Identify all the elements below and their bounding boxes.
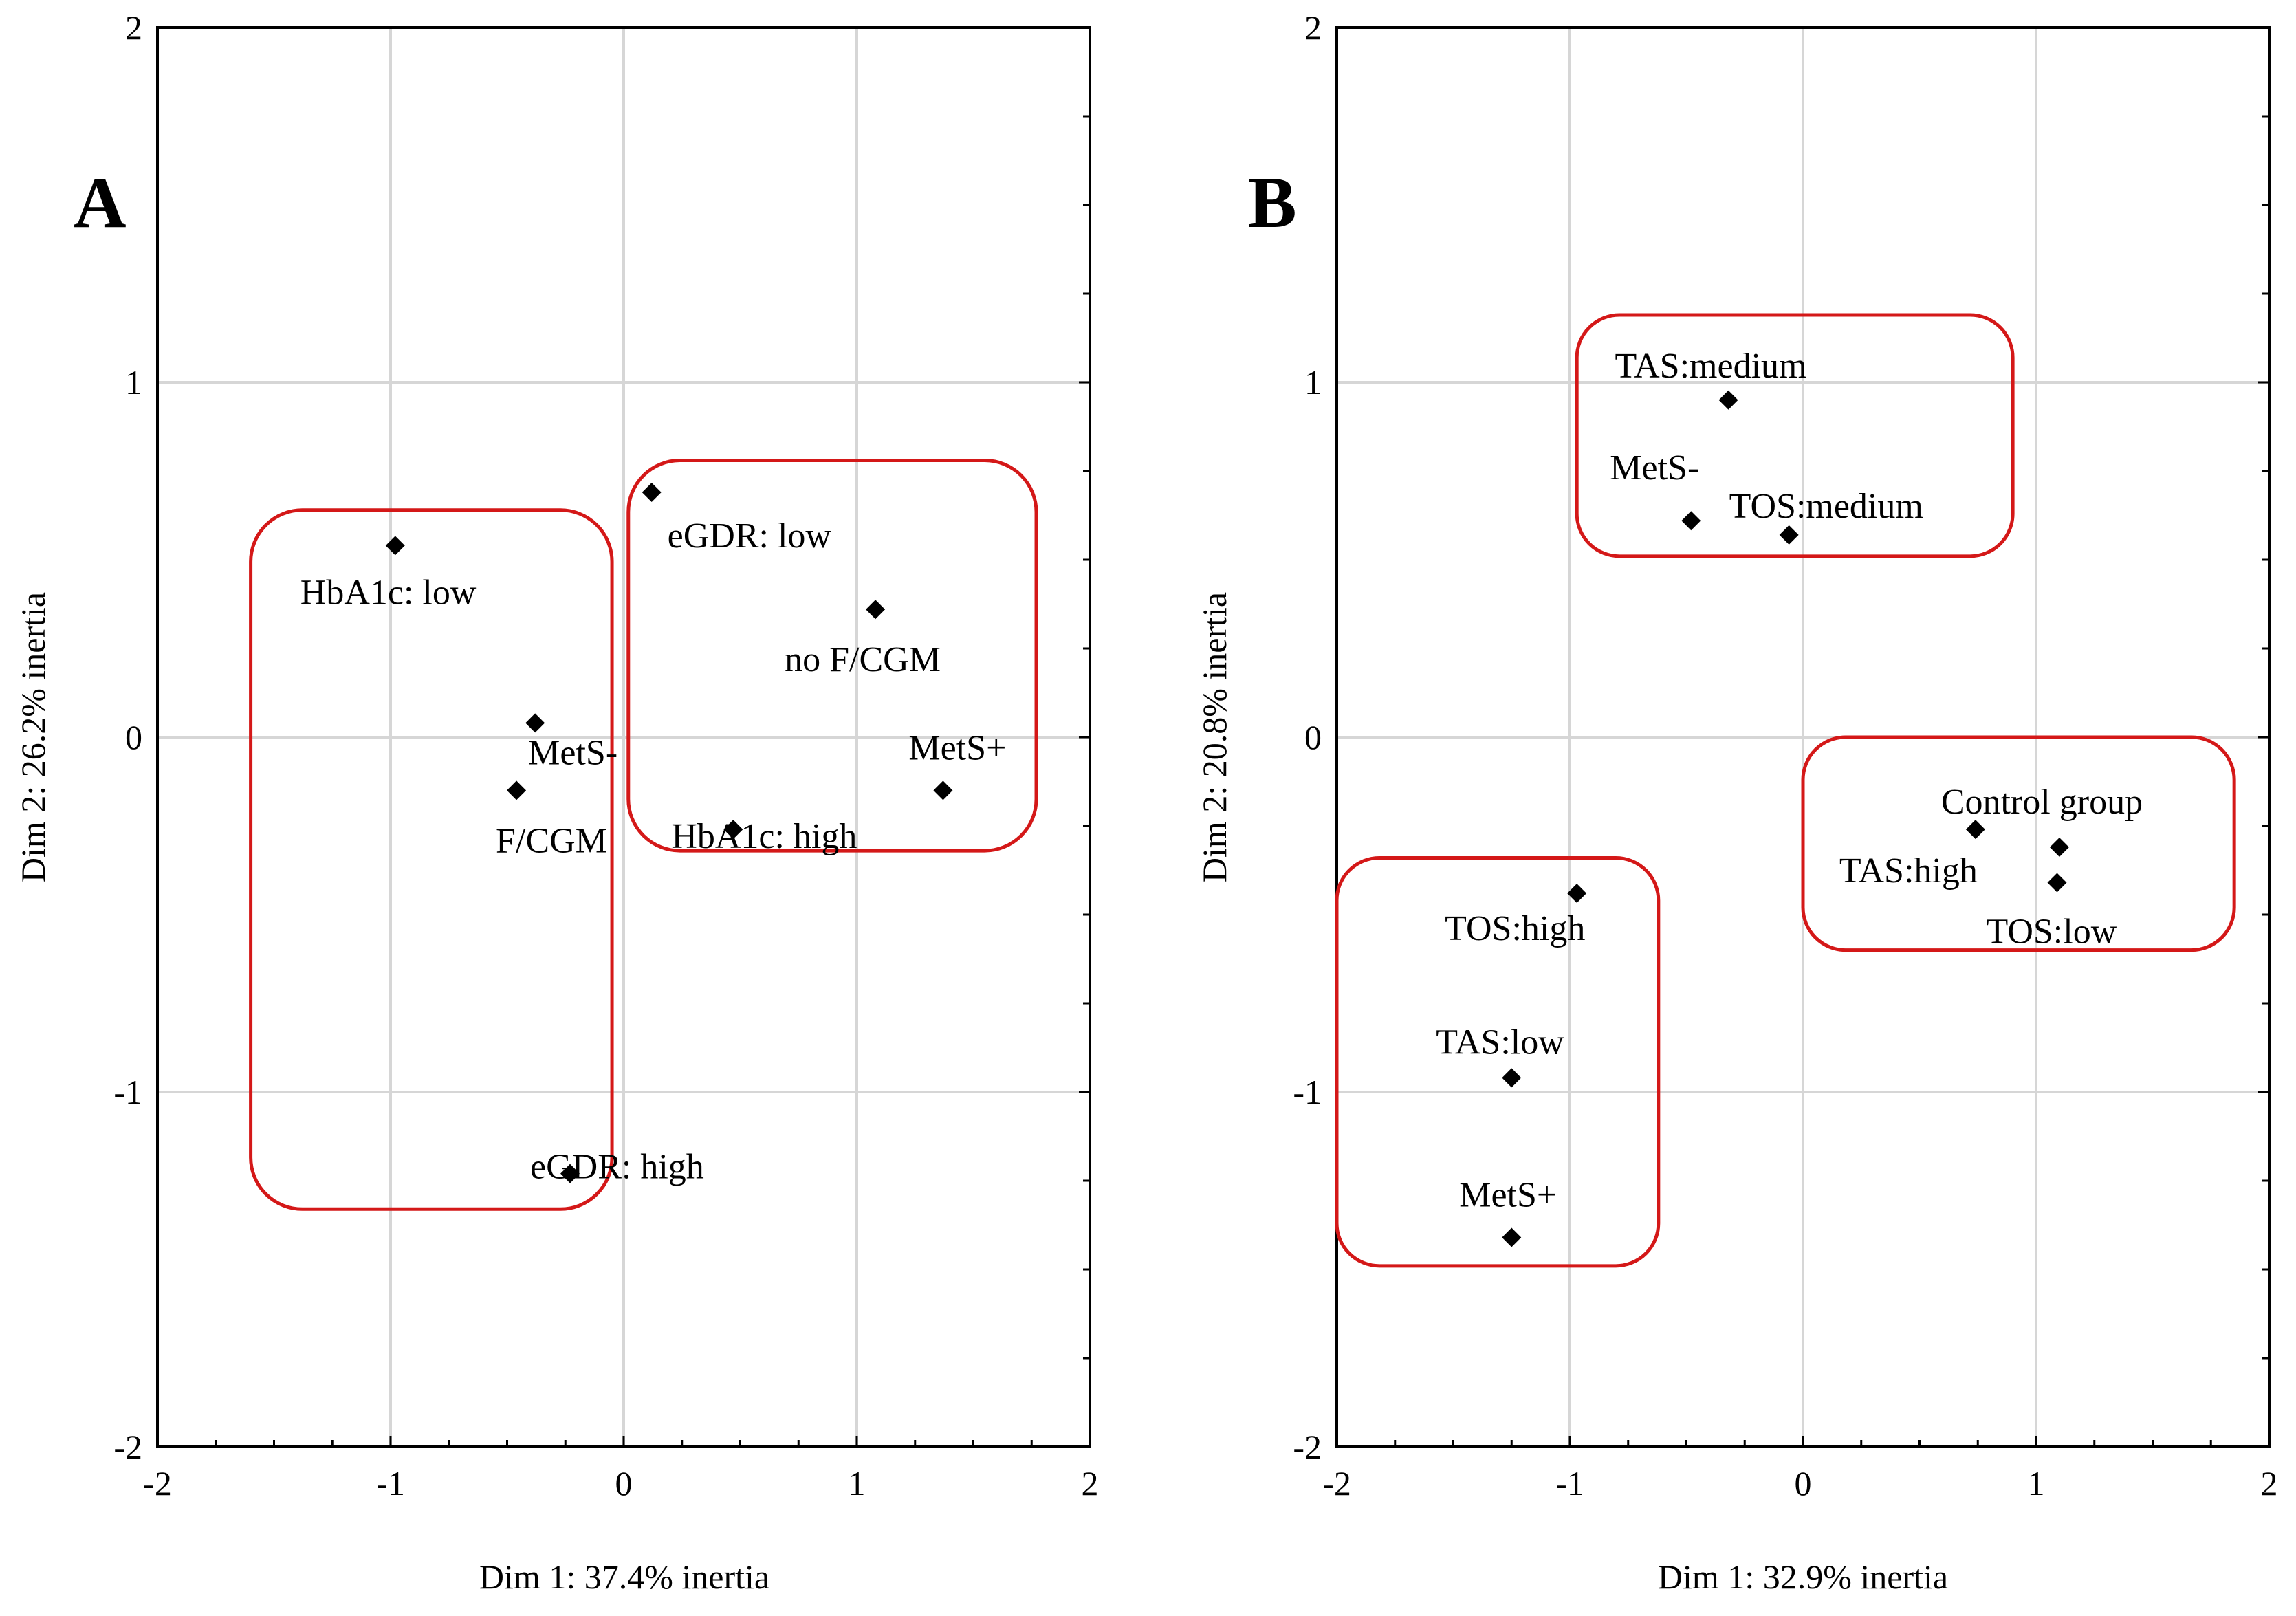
cluster-box [249, 508, 614, 1211]
y-tick-label: 1 [1304, 363, 1322, 402]
data-point-marker [1965, 820, 1985, 840]
data-point-marker [1567, 884, 1587, 904]
data-point-label: HbA1c: high [671, 817, 857, 856]
x-tick-label: 0 [615, 1464, 633, 1503]
data-point-label: MetS- [1610, 448, 1699, 488]
x-tick-label: 1 [849, 1464, 866, 1503]
data-point-label: MetS+ [1459, 1176, 1557, 1215]
data-point-label: F/CGM [496, 821, 607, 860]
y-tick-label: -1 [1293, 1073, 1322, 1111]
data-point-label: MetS+ [908, 728, 1006, 767]
data-point-marker [1779, 525, 1799, 545]
data-point-marker [1718, 390, 1738, 410]
x-axis-title: Dim 1: 37.4% inertia [479, 1558, 769, 1596]
x-tick-label: -1 [376, 1464, 405, 1503]
data-point-label: TOS:medium [1729, 487, 1923, 526]
x-tick-label: -1 [1555, 1464, 1584, 1503]
x-tick-label: 2 [2261, 1464, 2278, 1503]
cluster-box [1801, 735, 2236, 952]
data-point-label: eGDR: low [668, 516, 832, 556]
data-point-marker [1502, 1068, 1522, 1088]
data-point-marker [1681, 511, 1701, 531]
cluster-box [1335, 855, 1661, 1268]
y-tick-label: -1 [113, 1073, 142, 1111]
data-point-label: eGDR: high [530, 1148, 704, 1187]
y-tick-label: -2 [1293, 1428, 1322, 1466]
panel-b-chart: B Dim 1: 32.9% inertia Dim 2: 20.8% iner… [1195, 8, 2278, 1596]
data-point-marker [525, 713, 545, 733]
x-tick-label: 0 [1795, 1464, 1812, 1503]
data-point-marker [642, 482, 662, 502]
y-tick-label: 0 [1304, 718, 1322, 756]
x-axis-title: Dim 1: 32.9% inertia [1658, 1558, 1948, 1596]
data-point-label: HbA1c: low [300, 573, 477, 612]
x-tick-label: 1 [2028, 1464, 2045, 1503]
data-point-marker [507, 780, 527, 800]
data-point-marker [2049, 837, 2069, 857]
data-point-label: MetS- [528, 733, 617, 772]
data-point-label: Control group [1941, 783, 2143, 822]
y-tick-label: 2 [125, 8, 142, 47]
panel-label: B [1248, 162, 1297, 243]
data-point-marker [560, 1164, 580, 1183]
data-point-marker [1502, 1227, 1522, 1247]
data-point-marker [866, 600, 886, 620]
data-point-label: TAS:medium [1615, 347, 1807, 386]
data-point-marker [723, 820, 743, 840]
y-axis-title: Dim 2: 26.2% inertia [14, 592, 52, 882]
data-point-label: no F/CGM [785, 640, 941, 679]
y-tick-label: 0 [125, 718, 142, 756]
data-point-marker [2047, 873, 2067, 893]
y-tick-label: 1 [125, 363, 142, 402]
panel-a-chart: A Dim 1: 37.4% inertia Dim 2: 26.2% iner… [14, 8, 1099, 1596]
data-point-label: TAS:low [1436, 1023, 1564, 1062]
data-point-label: TOS:low [1987, 913, 2117, 952]
data-point-marker [933, 780, 953, 800]
cluster-box [626, 459, 1038, 853]
y-tick-label: 2 [1304, 8, 1322, 47]
x-tick-label: 2 [1082, 1464, 1099, 1503]
data-point-label: TAS:high [1839, 851, 1978, 891]
data-point-marker [385, 536, 405, 556]
panel-label: A [74, 162, 127, 243]
data-point-label: TOS:high [1445, 909, 1585, 948]
y-axis-title: Dim 2: 20.8% inertia [1195, 592, 1234, 882]
x-tick-label: -2 [1322, 1464, 1351, 1503]
x-tick-label: -2 [143, 1464, 172, 1503]
plot-layer [156, 26, 1091, 1448]
cluster-box [1575, 313, 2015, 558]
y-tick-label: -2 [113, 1428, 142, 1466]
